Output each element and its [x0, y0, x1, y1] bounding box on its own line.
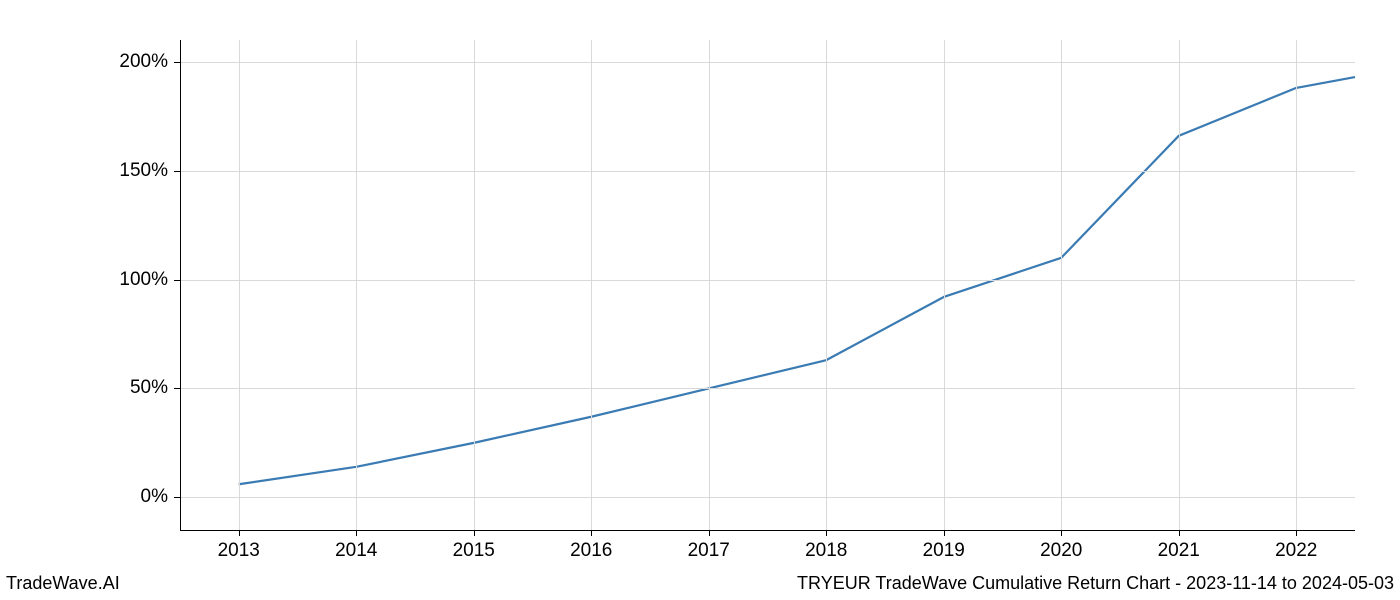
x-axis-spine: [180, 530, 1355, 531]
footer-left-text: TradeWave.AI: [6, 573, 120, 594]
return-line: [239, 77, 1355, 484]
x-tick-label: 2015: [453, 540, 495, 562]
x-tick-label: 2019: [923, 540, 965, 562]
y-tick-label: 200%: [119, 51, 168, 73]
grid-line-vertical: [1296, 40, 1297, 530]
x-tick-label: 2022: [1275, 540, 1317, 562]
x-tick-label: 2021: [1158, 540, 1200, 562]
grid-line-vertical: [474, 40, 475, 530]
x-tick-label: 2013: [218, 540, 260, 562]
footer-right-text: TRYEUR TradeWave Cumulative Return Chart…: [797, 573, 1394, 594]
grid-line-vertical: [1179, 40, 1180, 530]
y-tick-label: 100%: [119, 269, 168, 291]
grid-line-vertical: [709, 40, 710, 530]
grid-line-vertical: [826, 40, 827, 530]
x-tick-label: 2017: [688, 540, 730, 562]
y-tick-label: 50%: [130, 377, 168, 399]
grid-line-vertical: [1061, 40, 1062, 530]
chart-container: TradeWave.AI TRYEUR TradeWave Cumulative…: [0, 0, 1400, 600]
grid-line-vertical: [591, 40, 592, 530]
grid-line-vertical: [356, 40, 357, 530]
y-tick-label: 0%: [141, 486, 168, 508]
x-tick-label: 2020: [1040, 540, 1082, 562]
x-tick-label: 2014: [335, 540, 377, 562]
grid-line-vertical: [944, 40, 945, 530]
x-tick-label: 2016: [570, 540, 612, 562]
y-tick-label: 150%: [119, 160, 168, 182]
x-tick-label: 2018: [805, 540, 847, 562]
y-axis-spine: [180, 40, 181, 530]
plot-area: [180, 40, 1355, 530]
grid-line-vertical: [239, 40, 240, 530]
